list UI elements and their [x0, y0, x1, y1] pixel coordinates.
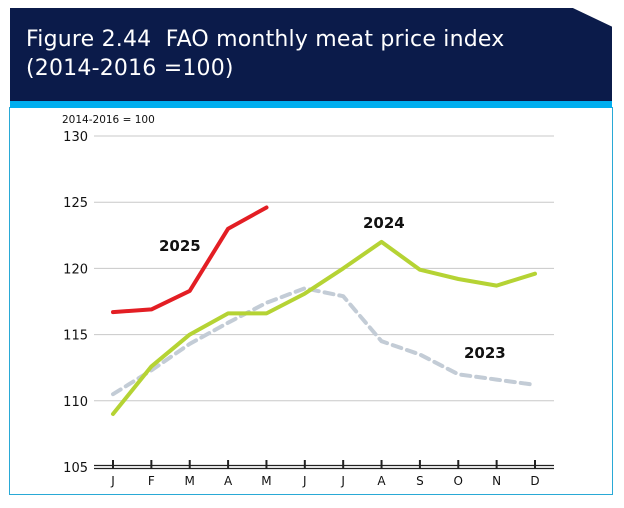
- gridlines: [94, 135, 554, 402]
- series-label-2023: 2023: [464, 344, 506, 362]
- unit-label: 2014-2016 = 100: [62, 114, 155, 126]
- series-label-2024: 2024: [363, 214, 405, 232]
- series-label-2025: 2025: [159, 237, 201, 255]
- chart-frame: [9, 107, 613, 495]
- figure-title: Figure 2.44 FAO monthly meat price index…: [26, 25, 504, 83]
- y-tick-label-125: 125: [63, 196, 88, 211]
- y-axis-ticks: 105 110 115 120 125 130: [63, 130, 88, 476]
- y-tick-label-105: 105: [63, 461, 88, 476]
- x-tick-label-9: O: [454, 474, 463, 488]
- series-line-2025: [111, 205, 269, 315]
- figure-title-line1: Figure 2.44 FAO monthly meat price index: [26, 27, 505, 52]
- x-tick-label-8: S: [416, 474, 424, 488]
- series-line-2024: [111, 239, 537, 416]
- x-tick-label-2: M: [185, 474, 195, 488]
- series-line-2023: [111, 286, 537, 397]
- y-tick-label-130: 130: [63, 130, 88, 145]
- x-tick-label-0: J: [110, 474, 115, 488]
- x-tick-label-11: D: [530, 474, 539, 488]
- x-tick-label-5: J: [302, 474, 307, 488]
- series-lines: [111, 205, 537, 416]
- x-tick-label-6: J: [340, 474, 345, 488]
- x-tick-label-1: F: [148, 474, 155, 488]
- x-tick-label-7: A: [377, 474, 386, 488]
- x-tick-label-3: A: [224, 474, 233, 488]
- y-tick-label-120: 120: [63, 262, 88, 277]
- x-tick-label-10: N: [492, 474, 501, 488]
- x-tick-label-4: M: [261, 474, 271, 488]
- header-accent-stripe: [10, 101, 612, 108]
- y-tick-label-110: 110: [63, 395, 88, 410]
- figure-header: Figure 2.44 FAO monthly meat price index…: [10, 8, 612, 101]
- figure-title-line2: (2014-2016 =100): [26, 56, 234, 81]
- y-tick-label-115: 115: [63, 329, 88, 344]
